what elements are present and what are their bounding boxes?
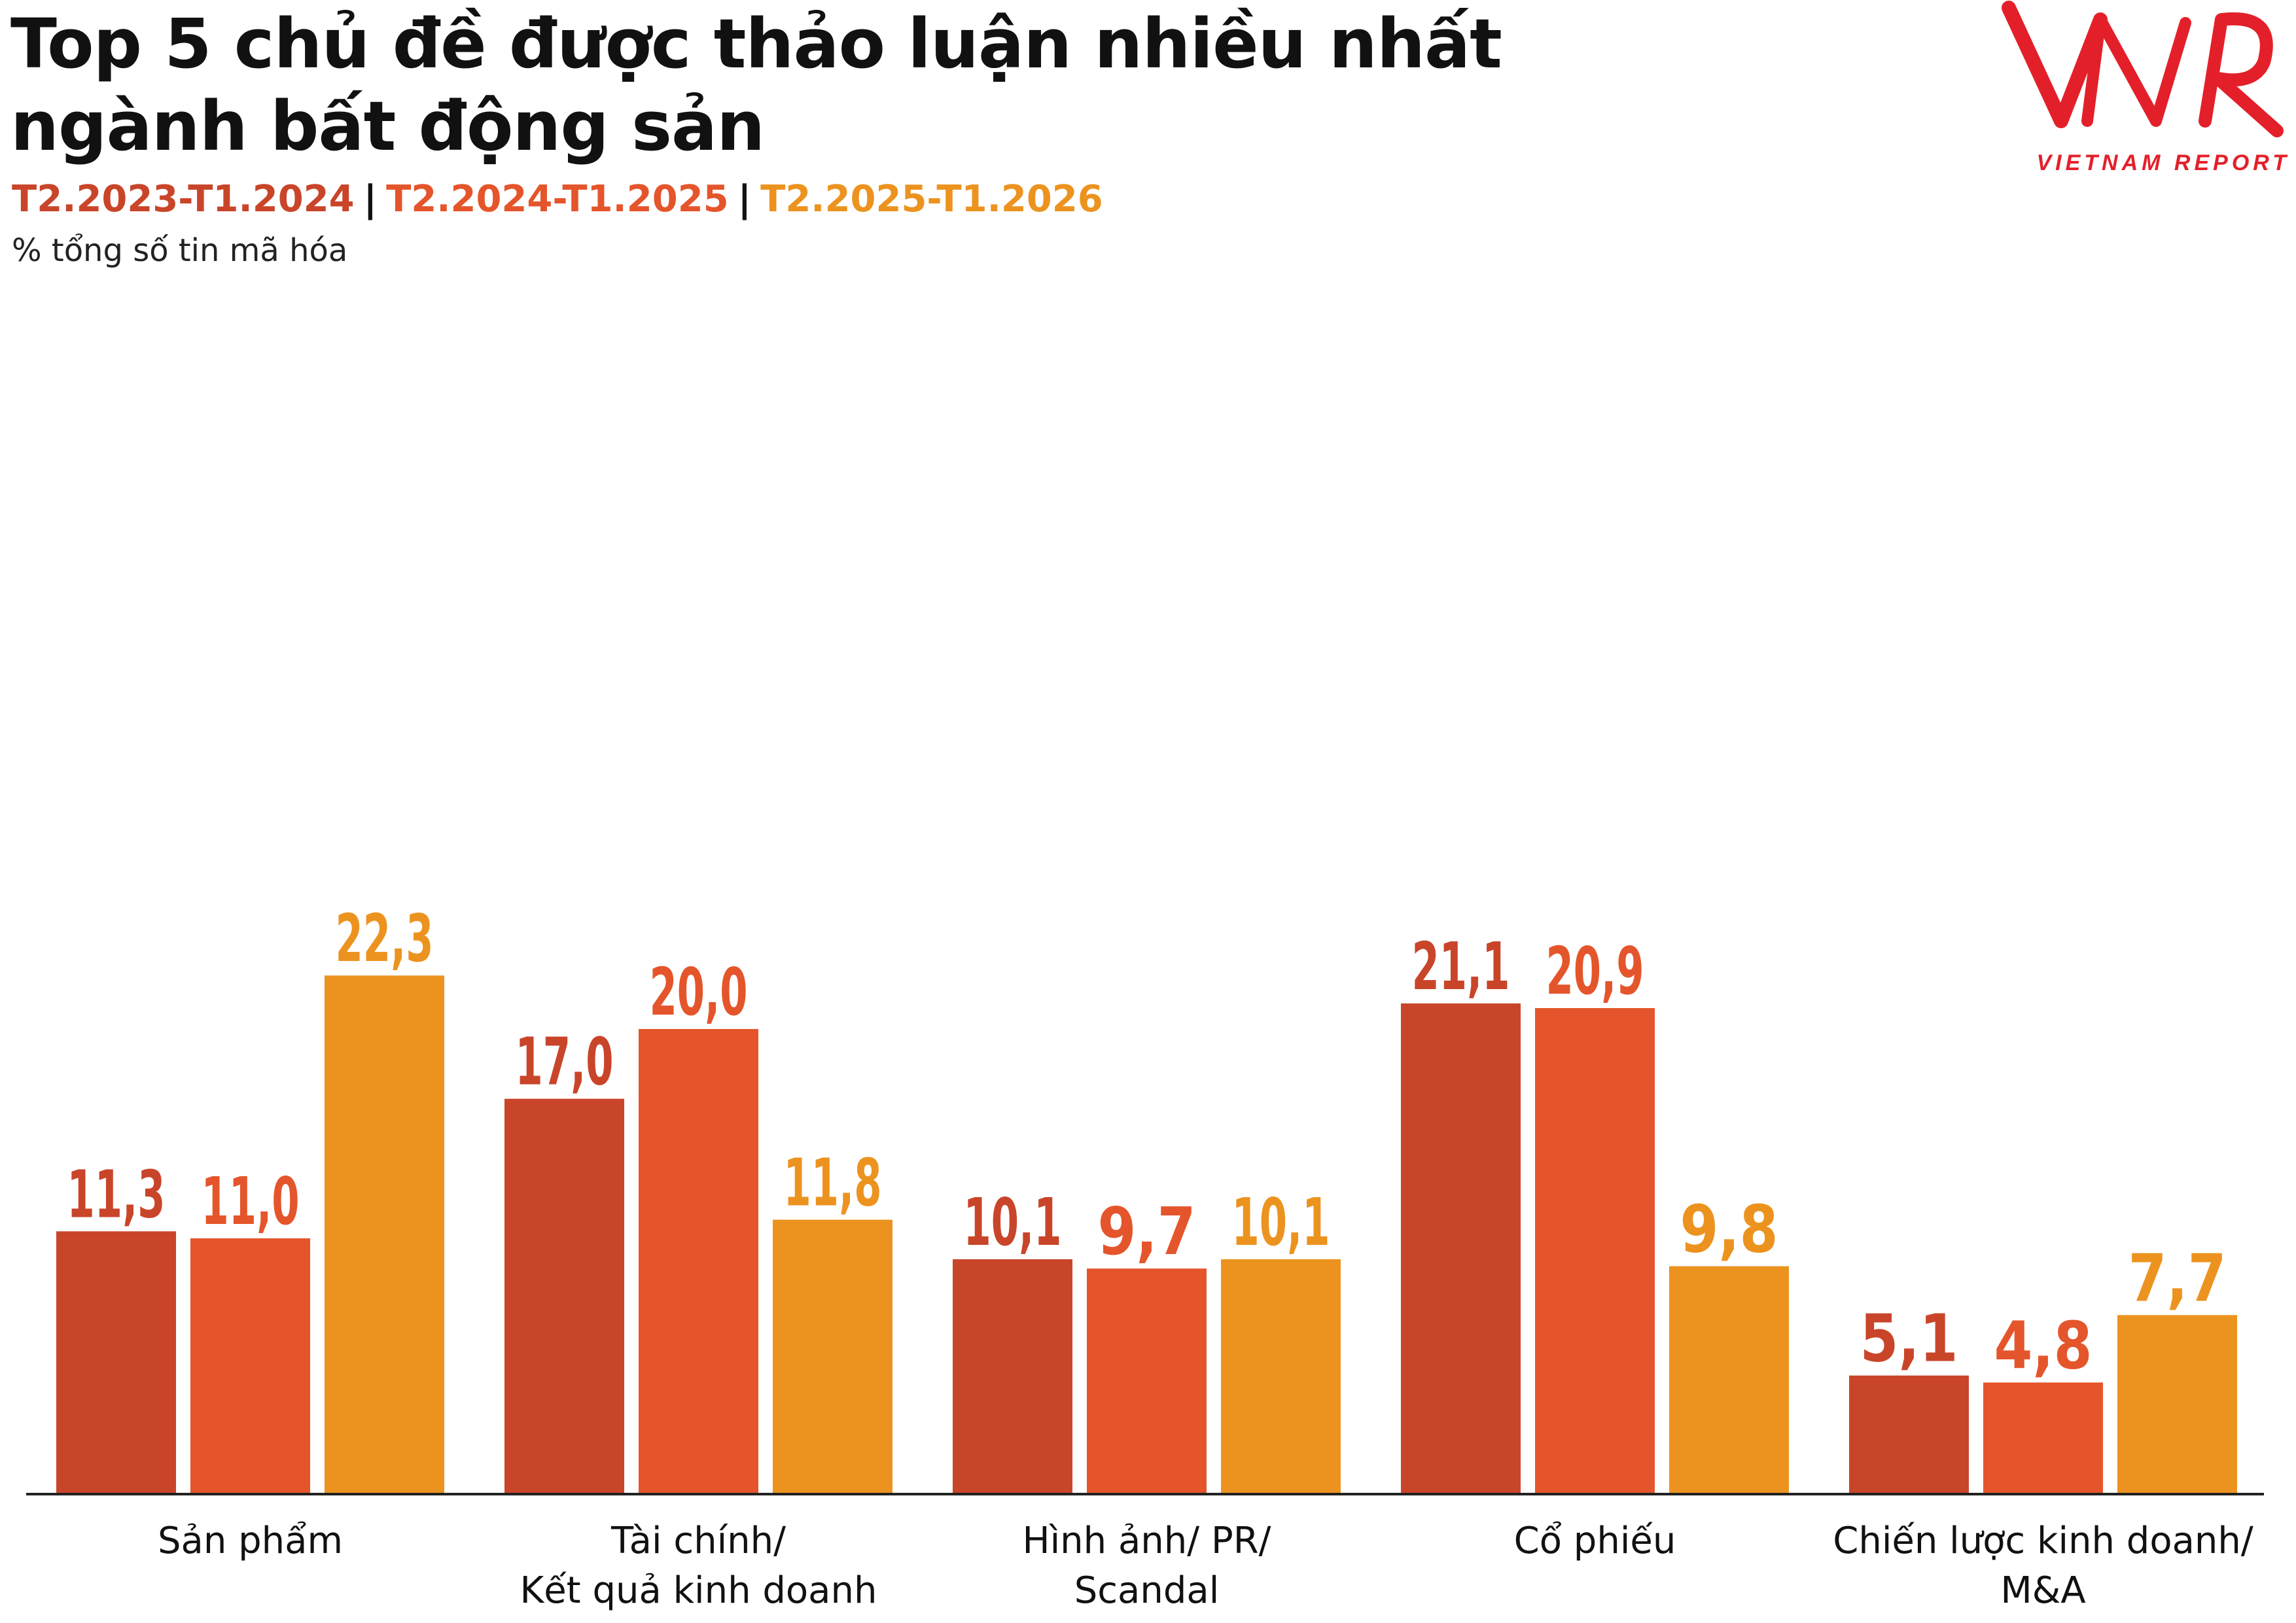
vnr-logo-mark <box>2002 1 2284 137</box>
vnr-logo-tagline: VIETNAM REPORT <box>2036 150 2290 175</box>
data-label-series-1-category-1: 11,3 <box>67 1156 166 1232</box>
category-label-2: Tài chính/Kết quả kinh doanh <box>520 1516 877 1616</box>
data-label-series-2-category-3: 9,7 <box>1098 1193 1196 1270</box>
category-label-3: Hình ảnh/ PR/Scandal <box>1023 1516 1271 1616</box>
data-label-series-1-category-4: 21,1 <box>1412 928 1510 1005</box>
bar-series-2-category-4 <box>1535 1008 1655 1494</box>
data-label-series-3-category-5: 7,7 <box>2128 1240 2227 1316</box>
bar-series-3-category-3 <box>1221 1259 1341 1494</box>
bar-series-2-category-5 <box>1983 1382 2103 1494</box>
chart-title: Top 5 chủ đề được thảo luận nhiều nhất n… <box>10 3 1502 167</box>
bar-series-1-category-4 <box>1401 1003 1521 1494</box>
data-label-series-3-category-1: 22,3 <box>336 900 434 977</box>
bar-series-2-category-2 <box>639 1029 758 1494</box>
category-label-line: M&A <box>2000 1569 2086 1612</box>
category-label-line: Tài chính/ <box>610 1520 786 1562</box>
bar-series-1-category-1 <box>56 1231 176 1494</box>
data-label-series-2-category-5: 4,8 <box>1994 1307 2093 1384</box>
bar-series-3-category-1 <box>325 975 444 1494</box>
bar-series-1-category-2 <box>504 1098 624 1494</box>
chart-title-line-1: Top 5 chủ đề được thảo luận nhiều nhất <box>10 4 1502 84</box>
category-label-line: Cổ phiếu <box>1513 1520 1676 1562</box>
data-label-series-1-category-3: 10,1 <box>964 1184 1062 1261</box>
bar-series-3-category-4 <box>1669 1266 1789 1494</box>
category-label-4: Cổ phiếu <box>1514 1516 1676 1566</box>
bar-series-3-category-5 <box>2117 1315 2237 1494</box>
bar-series-2-category-3 <box>1087 1268 1207 1494</box>
legend: T2.2023-T1.2024 | T2.2024-T1.2025 | T2.2025-… <box>12 177 1103 222</box>
legend-item-series-3: T2.2025-T1.2026 <box>760 178 1103 220</box>
category-label-line: Hình ảnh/ PR/ <box>1022 1520 1271 1562</box>
data-label-series-2-category-1: 11,0 <box>202 1163 300 1240</box>
data-label-series-1-category-5: 5,1 <box>1860 1300 1958 1377</box>
unit-label: % tổng số tin mã hóa <box>12 232 348 269</box>
data-label-series-1-category-2: 17,0 <box>516 1024 614 1100</box>
data-label-series-3-category-3: 10,1 <box>1232 1184 1330 1261</box>
vnr-logo: VIETNAM REPORT <box>2002 1 2290 175</box>
category-label-line: Scandal <box>1074 1569 1220 1612</box>
legend-separator: | <box>737 178 752 220</box>
bar-series-2-category-1 <box>190 1238 310 1494</box>
category-label-line: Kết quả kinh doanh <box>520 1569 877 1612</box>
bar-series-1-category-5 <box>1849 1375 1969 1494</box>
chart-title-line-2: ngành bất động sản <box>10 86 765 166</box>
data-label-series-3-category-2: 11,8 <box>784 1145 882 1221</box>
data-label-series-2-category-4: 20,9 <box>1546 933 1644 1009</box>
legend-separator: | <box>363 178 378 220</box>
legend-item-series-2: T2.2024-T1.2025 <box>386 178 729 220</box>
category-label-line: Chiến lược kinh doanh/ <box>1833 1520 2253 1562</box>
category-label-line: Sản phẩm <box>157 1520 344 1562</box>
category-label-1: Sản phẩm <box>158 1516 343 1566</box>
legend-item-series-1: T2.2023-T1.2024 <box>12 178 355 220</box>
bar-series-3-category-2 <box>773 1219 892 1494</box>
bar-series-1-category-3 <box>953 1259 1072 1494</box>
data-label-series-3-category-4: 9,8 <box>1680 1191 1778 1268</box>
data-label-series-2-category-2: 20,0 <box>650 954 748 1030</box>
category-label-5: Chiến lược kinh doanh/M&A <box>1833 1516 2253 1616</box>
